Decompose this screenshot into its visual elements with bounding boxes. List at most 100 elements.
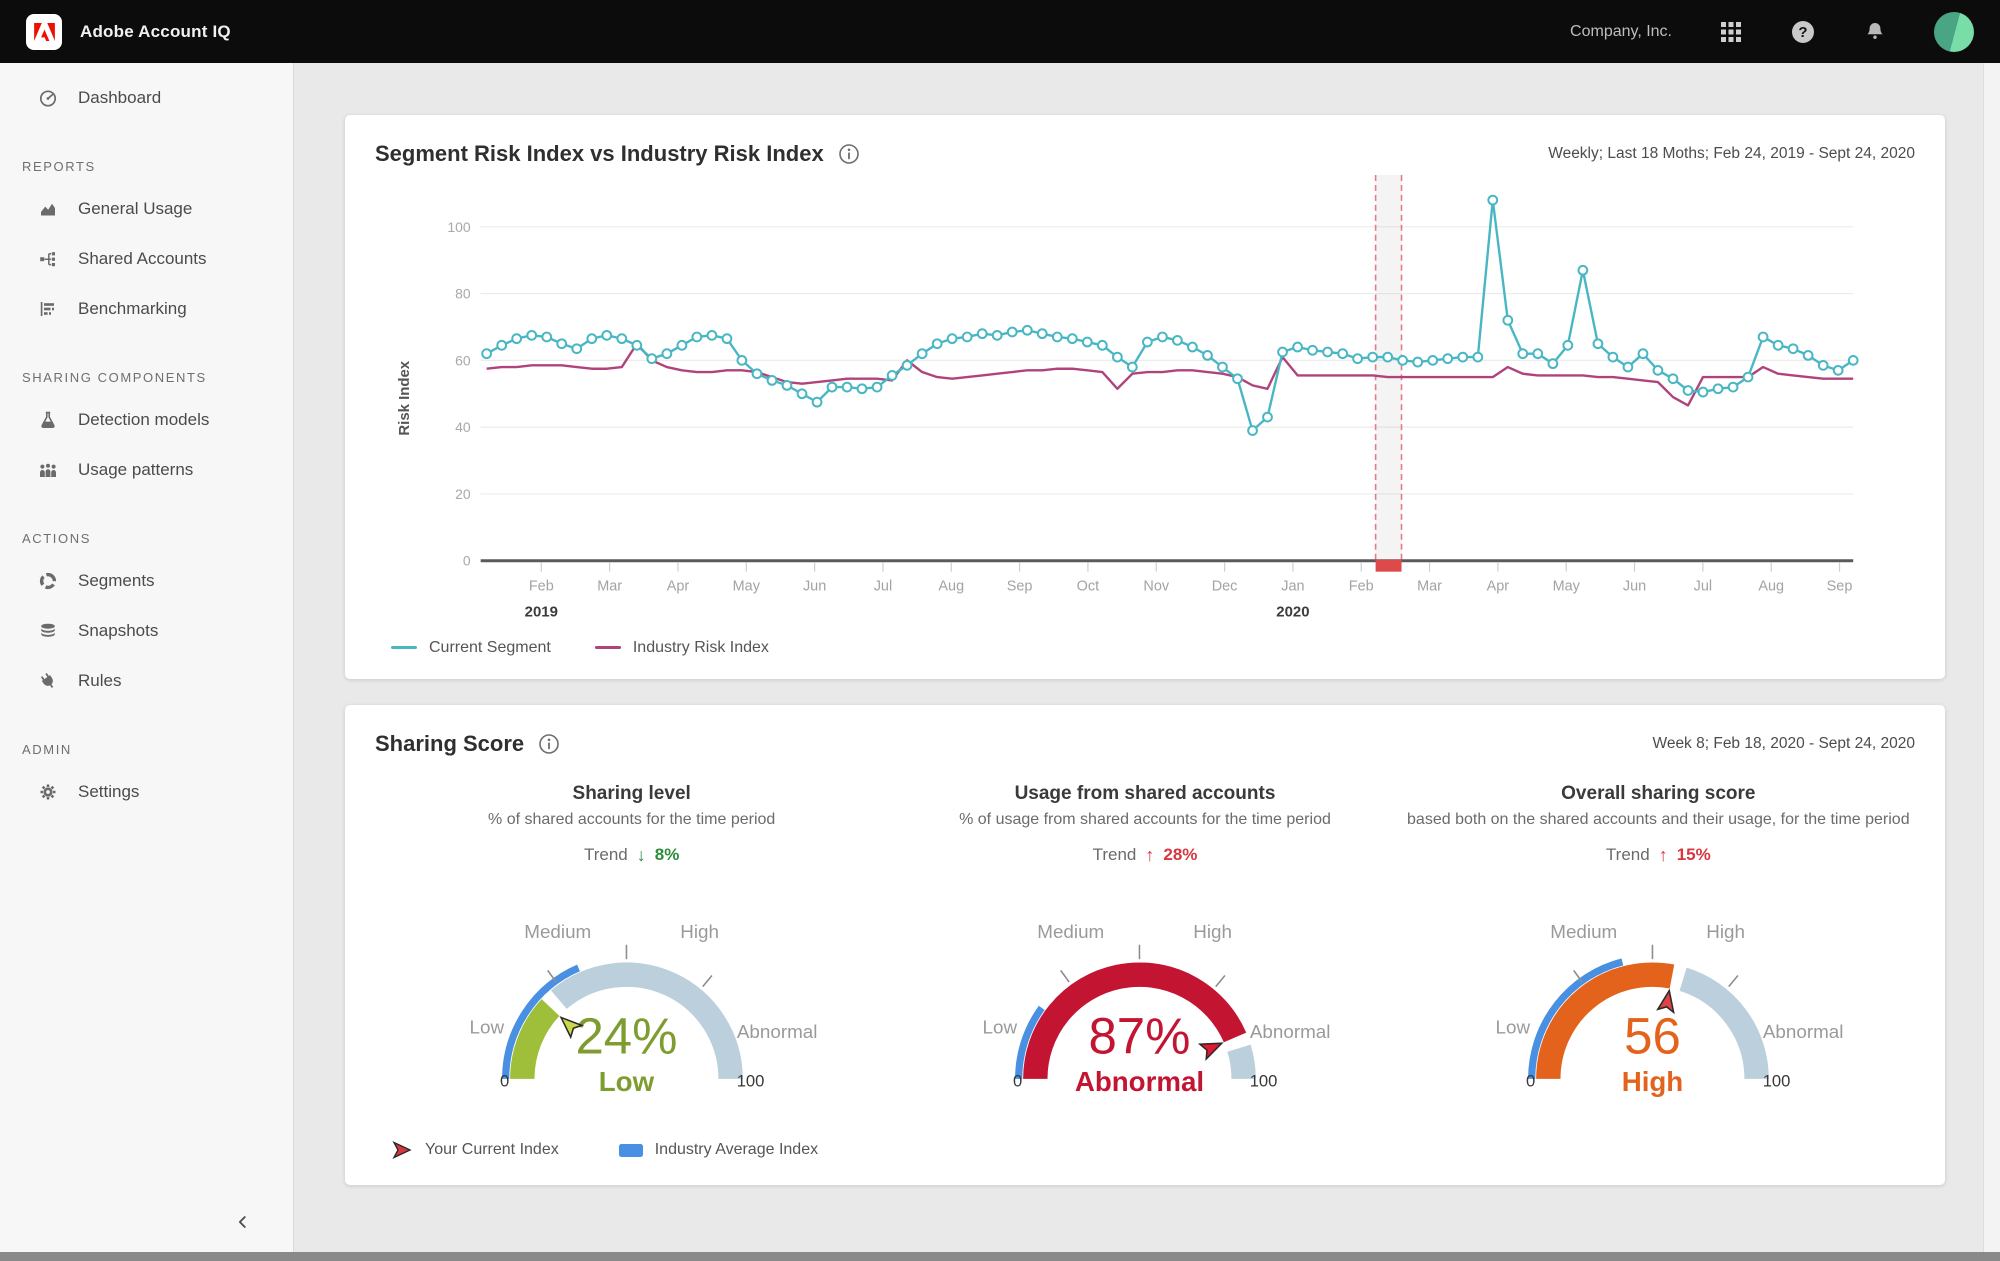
sidebar-item-label: Shared Accounts <box>78 249 207 268</box>
sidebar-item-shared-accounts[interactable]: Shared Accounts <box>0 234 293 284</box>
legend-item: Your Current Index <box>391 1139 559 1161</box>
gauge-subtitle: based both on the shared accounts and th… <box>1407 810 1910 828</box>
data-point <box>511 333 523 345</box>
sidebar-item-benchmarking[interactable]: Benchmarking <box>0 284 293 334</box>
year-label: 2019 <box>525 604 558 621</box>
data-point <box>751 368 763 380</box>
data-point <box>526 329 538 341</box>
data-point <box>1592 338 1604 350</box>
month-label: Jul <box>1694 579 1712 595</box>
app-title: Adobe Account IQ <box>80 21 231 41</box>
industry-average-arc <box>501 964 580 1079</box>
month-label: Oct <box>1077 579 1099 595</box>
series-current-segment <box>486 198 1854 432</box>
data-point <box>496 339 508 351</box>
risk-chart-period: Weekly; Last 18 Moths; Feb 24, 2019 - Se… <box>1548 145 1915 162</box>
sidebar-item-usage-patterns[interactable]: Usage patterns <box>0 445 293 495</box>
current-index-cursor-icon <box>559 1015 584 1039</box>
current-index-cursor-icon <box>1197 1041 1224 1061</box>
info-icon[interactable] <box>538 733 560 755</box>
data-point <box>706 329 718 341</box>
month-label: May <box>733 579 761 595</box>
legend-label: Industry Average Index <box>654 1141 819 1159</box>
gauge-value: 87% <box>1088 1007 1190 1064</box>
sidebar-collapse-button[interactable] <box>229 1208 257 1236</box>
sidebar-item-snapshots[interactable]: Snapshots <box>0 606 293 656</box>
area-icon <box>38 199 58 219</box>
sidebar-item-rules[interactable]: Rules <box>0 656 293 706</box>
data-point <box>1517 348 1529 360</box>
gauge-row: Sharing level % of shared accounts for th… <box>375 783 1915 1114</box>
info-icon[interactable] <box>838 143 860 165</box>
data-point <box>1036 328 1048 340</box>
selected-week-band[interactable] <box>1375 174 1402 561</box>
y-tick-label: 60 <box>455 352 471 368</box>
data-point <box>1817 359 1829 371</box>
data-point <box>661 348 673 360</box>
data-point <box>886 370 898 381</box>
data-point <box>1487 194 1499 206</box>
data-point <box>601 329 613 341</box>
data-point <box>1442 353 1454 365</box>
legend-item[interactable]: Industry Risk Index <box>594 639 769 657</box>
month-label: Sep <box>1007 579 1033 595</box>
sidebar-section-heading: ADMIN <box>22 742 72 757</box>
data-point <box>1847 354 1859 366</box>
gauge-band-label: Medium <box>524 921 591 942</box>
gauge-band-tick <box>1573 969 1584 982</box>
horizontal-scrollbar[interactable] <box>0 1252 2000 1261</box>
data-point <box>1577 264 1589 276</box>
data-point <box>1757 331 1769 343</box>
series-industry-risk-index <box>486 342 1854 407</box>
data-point <box>586 333 598 345</box>
apps-grid-icon[interactable] <box>1718 19 1744 45</box>
gauge-value: 24% <box>575 1007 677 1064</box>
risk-chart-card: Segment Risk Index vs Industry Risk Inde… <box>345 115 1945 679</box>
trend-value: 28% <box>1163 845 1198 864</box>
sidebar-item-detection-models[interactable]: Detection models <box>0 395 293 445</box>
bell-icon[interactable] <box>1862 19 1888 45</box>
gauge-subtitle: % of usage from shared accounts for the … <box>959 810 1331 828</box>
trend-down-arrow-icon: ↓ <box>636 844 646 865</box>
data-point <box>1232 373 1243 385</box>
data-point <box>1712 383 1724 395</box>
data-point <box>1322 346 1333 358</box>
data-point <box>721 333 733 345</box>
legend-item[interactable]: Current Segment <box>391 639 551 657</box>
adobe-logo-icon[interactable] <box>26 13 62 50</box>
sidebar-item-label: Snapshots <box>78 621 159 640</box>
trend-label: Trend <box>1605 845 1650 864</box>
data-point <box>1307 344 1318 356</box>
data-point <box>1532 348 1544 360</box>
data-point <box>1126 361 1138 373</box>
industry-average-arc <box>1528 957 1624 1079</box>
data-point <box>1667 373 1679 385</box>
current-index-cursor-icon <box>1656 988 1676 1014</box>
data-point <box>781 380 793 391</box>
gear-icon <box>38 782 58 802</box>
data-point <box>571 343 583 355</box>
vertical-scrollbar[interactable] <box>1983 63 2000 1252</box>
y-tick-label: 100 <box>447 219 471 235</box>
user-avatar[interactable] <box>1934 11 1974 52</box>
data-point <box>946 333 958 345</box>
gauge-band-label: Medium <box>1551 921 1618 942</box>
sidebar-item-segments[interactable]: Segments <box>0 556 293 606</box>
sidebar-item-dashboard[interactable]: Dashboard <box>0 73 293 123</box>
sharing-score-title: Sharing Score <box>375 730 525 756</box>
donut-icon <box>38 571 58 591</box>
gauge-max-label: 100 <box>736 1071 764 1090</box>
data-point <box>646 353 658 365</box>
sidebar-item-settings[interactable]: Settings <box>0 767 293 817</box>
help-icon[interactable]: ? <box>1790 19 1816 45</box>
sidebar-section-heading: SHARING COMPONENTS <box>22 370 207 385</box>
month-label: Sep <box>1827 579 1853 595</box>
data-point <box>1427 354 1439 366</box>
data-point <box>1157 331 1168 343</box>
data-point <box>1457 351 1469 363</box>
sidebar-item-general-usage[interactable]: General Usage <box>0 184 293 234</box>
gauge-band-tick <box>1060 969 1070 982</box>
gauge-overall-sharing-score: Overall sharing score based both on the s… <box>1402 783 1915 1114</box>
sidebar-nav: Dashboard REPORTS General Usage Shared Acco… <box>0 73 293 817</box>
